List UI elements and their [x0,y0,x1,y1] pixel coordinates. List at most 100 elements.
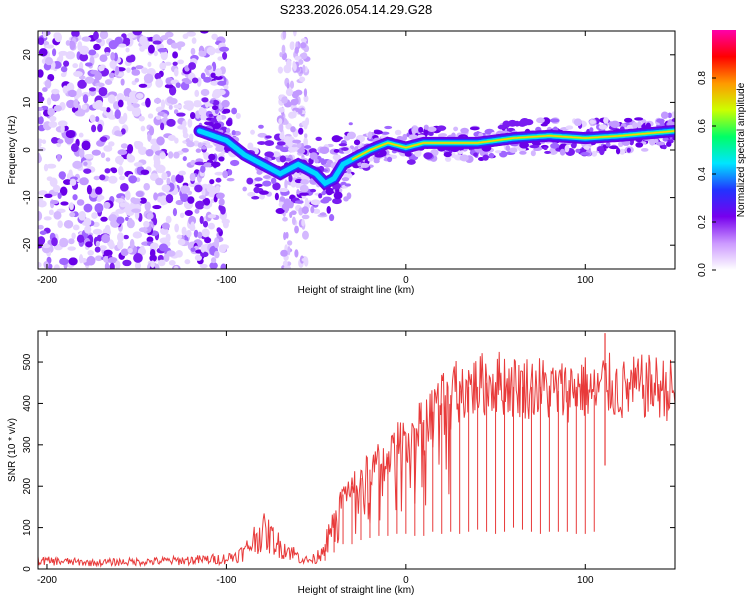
ridge-halo [322,190,327,195]
noise-speckle [95,240,100,247]
noise-speckle [91,149,102,156]
ridge-halo [271,177,277,185]
ridge-halo [341,177,350,182]
ridge-halo [314,158,319,164]
ridge-halo [262,180,272,187]
noise-speckle [298,76,306,82]
noise-speckle [213,75,223,80]
noise-speckle [177,125,187,130]
snr-y-label: SNR (10 * v/v) [7,418,18,482]
ridge-halo [361,163,370,168]
noise-speckle [44,193,53,198]
noise-speckle [89,114,96,123]
noise-speckle [99,54,108,63]
noise-speckle [100,152,106,159]
noise-speckle [152,205,162,210]
noise-speckle [211,33,218,40]
noise-speckle [302,64,306,74]
noise-speckle [166,177,171,185]
ridge-halo [450,152,456,159]
snr-background [38,331,675,569]
noise-speckle [97,123,103,133]
noise-speckle [150,260,155,268]
ridge-halo [310,205,315,214]
colorbar-tick-label: 0.8 [697,71,708,85]
noise-speckle [122,259,132,267]
noise-speckle [186,31,197,37]
ridge-halo [201,97,209,103]
ridge-halo [357,162,362,167]
noise-speckle [198,195,207,200]
noise-speckle [68,257,78,266]
ridge-halo [329,214,335,222]
noise-speckle [65,51,76,60]
noise-speckle [163,113,168,119]
ridge-halo [265,135,272,139]
noise-speckle [116,208,123,214]
noise-speckle [60,72,67,78]
noise-speckle [175,82,181,88]
noise-speckle [147,61,152,68]
ridge-halo [309,188,317,193]
noise-speckle [123,37,131,44]
noise-speckle [168,104,173,110]
snr-series [38,333,675,568]
noise-speckle [62,85,68,94]
noise-speckle [57,220,63,228]
noise-speckle [175,200,184,206]
noise-speckle [116,216,125,225]
noise-speckle [79,148,85,159]
noise-speckle [173,151,180,159]
noise-speckle [215,177,222,183]
noise-speckle [131,69,141,76]
noise-speckle [153,50,158,57]
noise-speckle [170,174,177,184]
noise-speckle [202,229,209,238]
noise-speckle [219,46,230,52]
noise-speckle [63,60,70,67]
noise-speckle [206,65,212,71]
noise-speckle [125,216,130,221]
noise-speckle [43,216,52,221]
y-tick-label: 500 [22,353,33,370]
noise-speckle [153,97,162,104]
noise-speckle [218,198,225,206]
noise-speckle [134,77,140,83]
noise-speckle [181,226,187,236]
ridge-halo [226,177,235,182]
noise-speckle [73,98,79,109]
noise-speckle [51,237,58,247]
noise-speckle [52,48,57,57]
ridge-halo [353,146,359,151]
noise-speckle [38,111,42,118]
noise-speckle [72,63,79,69]
noise-speckle [117,72,125,77]
ridge-yellow [351,130,675,161]
noise-speckle [157,48,168,53]
noise-speckle [62,179,72,185]
ridge-halo [505,145,511,152]
noise-speckle [82,94,89,104]
noise-speckle [48,209,54,216]
noise-speckle [58,171,66,180]
noise-speckle [194,89,200,98]
noise-speckle [207,222,215,230]
ridge-halo [536,117,545,124]
noise-speckle [292,110,297,119]
ridge-halo [208,113,214,118]
noise-speckle [92,221,100,228]
ridge-halo [230,159,240,167]
noise-speckle [145,148,154,157]
ridge-halo [242,186,247,192]
noise-speckle [222,220,229,229]
noise-speckle [292,172,301,178]
noise-speckle [140,125,146,132]
ridge-halo [299,184,309,193]
figure-title: S233.2026.054.14.29.G28 [280,2,433,17]
noise-speckle [78,132,84,138]
noise-speckle [146,212,154,220]
noise-speckle [183,104,190,110]
ridge-halo [373,130,383,135]
ridge-halo [655,141,666,146]
